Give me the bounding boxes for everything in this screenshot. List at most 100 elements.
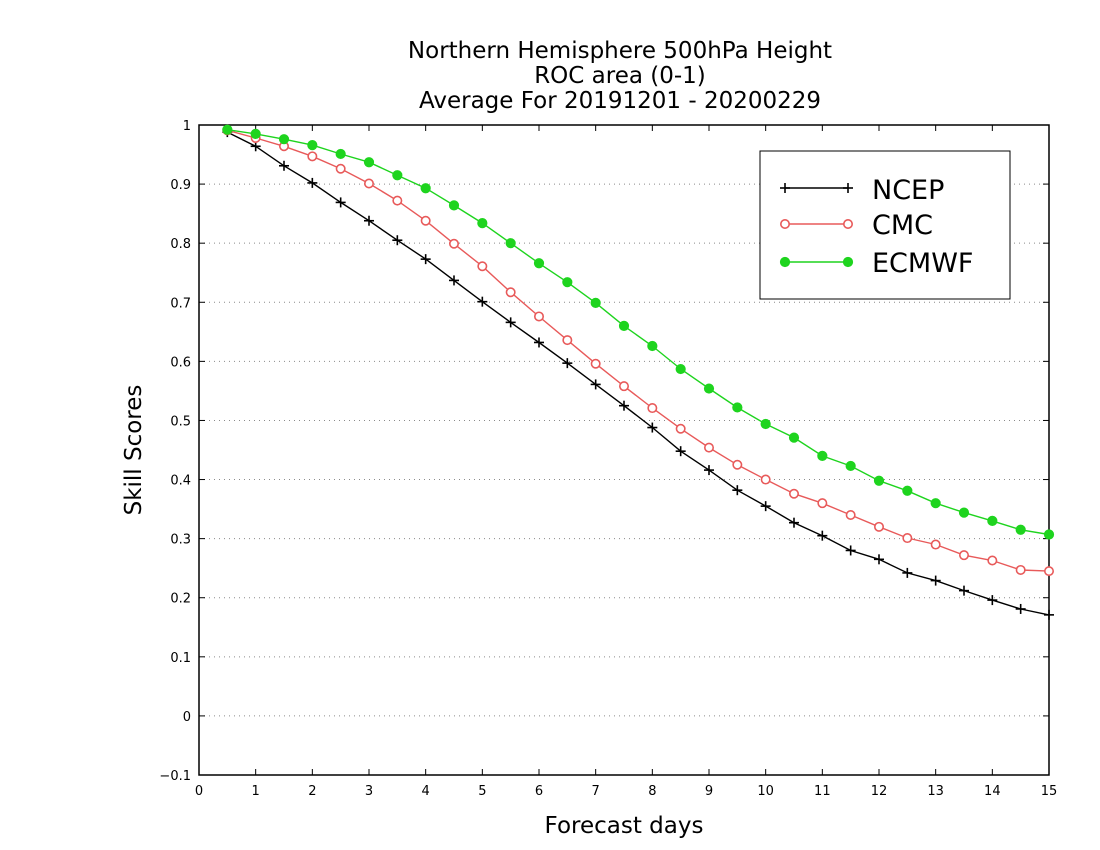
- data-point-ecmwf: [703, 383, 715, 394]
- data-point-ncep: [420, 254, 431, 265]
- data-point-ecmwf: [477, 217, 488, 229]
- y-tick-label: 0.3: [170, 533, 191, 548]
- x-tick-label: 3: [365, 784, 373, 799]
- data-point-cmc: [987, 555, 998, 566]
- data-point-ecmwf: [420, 183, 431, 194]
- data-point-cmc: [533, 311, 544, 322]
- data-point-cmc: [703, 442, 714, 453]
- data-point-ecmwf: [958, 507, 970, 518]
- x-tick-label: 9: [705, 784, 713, 799]
- legend-swatch-ecmwf: [779, 256, 854, 268]
- data-point-ncep: [874, 554, 884, 565]
- data-point-ncep: [987, 595, 998, 606]
- data-point-ecmwf: [618, 320, 630, 332]
- data-point-cmc: [675, 423, 686, 434]
- data-point-ecmwf: [902, 485, 913, 496]
- y-tick-label: 0.2: [170, 592, 191, 607]
- data-point-ecmwf: [760, 418, 771, 430]
- data-point-cmc: [477, 261, 488, 272]
- data-point-ecmwf: [335, 148, 346, 160]
- legend-marker-ecmwf: [779, 256, 791, 268]
- series-ecmwf: [222, 124, 1055, 540]
- data-point-cmc: [505, 287, 516, 298]
- data-point-ecmwf: [647, 340, 658, 352]
- data-point-ecmwf: [448, 200, 460, 211]
- title-line-2: ROC area (0-1): [534, 63, 706, 89]
- data-point-cmc: [1015, 564, 1026, 575]
- x-tick-label: 7: [592, 784, 600, 799]
- y-tick-label: 0.6: [170, 355, 191, 370]
- data-point-ecmwf: [930, 498, 941, 509]
- data-point-ncep: [1044, 609, 1054, 620]
- data-point-ecmwf: [307, 139, 318, 151]
- data-point-ecmwf: [788, 432, 800, 443]
- y-tick-label: 0.8: [170, 237, 191, 252]
- data-point-cmc: [788, 488, 799, 499]
- x-tick-label: 11: [814, 784, 831, 799]
- chart-title: Northern Hemisphere 500hPa Height ROC ar…: [408, 38, 832, 114]
- x-tick-label: 13: [927, 784, 944, 799]
- data-point-cmc: [958, 550, 969, 561]
- data-point-ncep: [307, 177, 318, 188]
- data-point-ecmwf: [505, 238, 516, 249]
- legend-marker-cmc: [779, 219, 790, 230]
- data-point-ncep: [335, 197, 346, 208]
- title-line-3: Average For 20191201 - 20200229: [419, 88, 821, 114]
- data-point-ncep: [392, 235, 403, 246]
- data-point-cmc: [307, 151, 318, 162]
- x-tick-label: 10: [757, 784, 774, 799]
- data-point-cmc: [647, 403, 658, 414]
- legend-marker-ecmwf: [842, 256, 854, 268]
- data-point-ncep: [364, 215, 374, 226]
- y-axis-label: Skill Scores: [121, 385, 147, 516]
- data-point-ncep: [562, 358, 573, 369]
- data-point-cmc: [817, 498, 828, 509]
- data-point-ecmwf: [1015, 524, 1026, 535]
- data-point-ecmwf: [278, 134, 290, 145]
- data-point-cmc: [562, 335, 573, 346]
- legend-marker-cmc: [842, 219, 853, 230]
- data-point-ncep: [817, 530, 828, 541]
- data-point-ncep: [449, 275, 459, 286]
- y-axis-ticks: −0.1 0 0.1 0.2 0.3 0.4 0.5 0.6 0.7 0.8 0.9 1: [159, 119, 1049, 784]
- series-layer: [222, 124, 1055, 620]
- legend-marker-ncep: [780, 183, 790, 193]
- y-tick-label: 0.7: [170, 296, 191, 311]
- x-tick-label: 14: [984, 784, 1001, 799]
- x-tick-label: 15: [1041, 784, 1058, 799]
- data-point-cmc: [902, 533, 913, 544]
- data-point-ecmwf: [675, 363, 686, 375]
- data-point-cmc: [873, 521, 884, 532]
- y-tick-label: 0.4: [170, 474, 191, 489]
- data-point-cmc: [335, 163, 346, 174]
- data-point-cmc: [392, 195, 403, 206]
- y-tick-label: 0.9: [170, 178, 191, 193]
- data-point-cmc: [590, 358, 601, 369]
- x-tick-label: 4: [422, 784, 430, 799]
- data-point-ncep: [534, 337, 544, 348]
- data-point-ecmwf: [392, 170, 403, 181]
- data-point-cmc: [930, 539, 941, 550]
- legend-label-cmc: CMC: [872, 210, 933, 241]
- data-point-ecmwf: [1043, 529, 1055, 540]
- data-point-cmc: [448, 238, 459, 249]
- data-point-ncep: [477, 296, 488, 307]
- x-tick-label: 8: [648, 784, 656, 799]
- data-point-ecmwf: [845, 460, 856, 472]
- y-tick-label: 1: [183, 119, 191, 134]
- legend-label-ncep: NCEP: [872, 175, 944, 206]
- data-point-cmc: [618, 381, 629, 392]
- data-point-ncep: [760, 501, 771, 512]
- data-point-ncep: [590, 379, 601, 390]
- data-point-cmc: [732, 459, 743, 470]
- data-point-ncep: [619, 400, 629, 411]
- x-tick-label: 5: [478, 784, 486, 799]
- gridlines: [199, 183, 1049, 717]
- data-point-ecmwf: [222, 124, 233, 135]
- x-axis-ticks: 0 1 2 3 4 5 6 7 8 9 10 11 12 13 14 15: [195, 125, 1057, 799]
- data-point-ecmwf: [250, 128, 261, 139]
- legend-label-ecmwf: ECMWF: [872, 248, 973, 279]
- x-tick-label: 12: [871, 784, 888, 799]
- data-point-cmc: [845, 509, 856, 520]
- data-point-ncep: [647, 422, 658, 433]
